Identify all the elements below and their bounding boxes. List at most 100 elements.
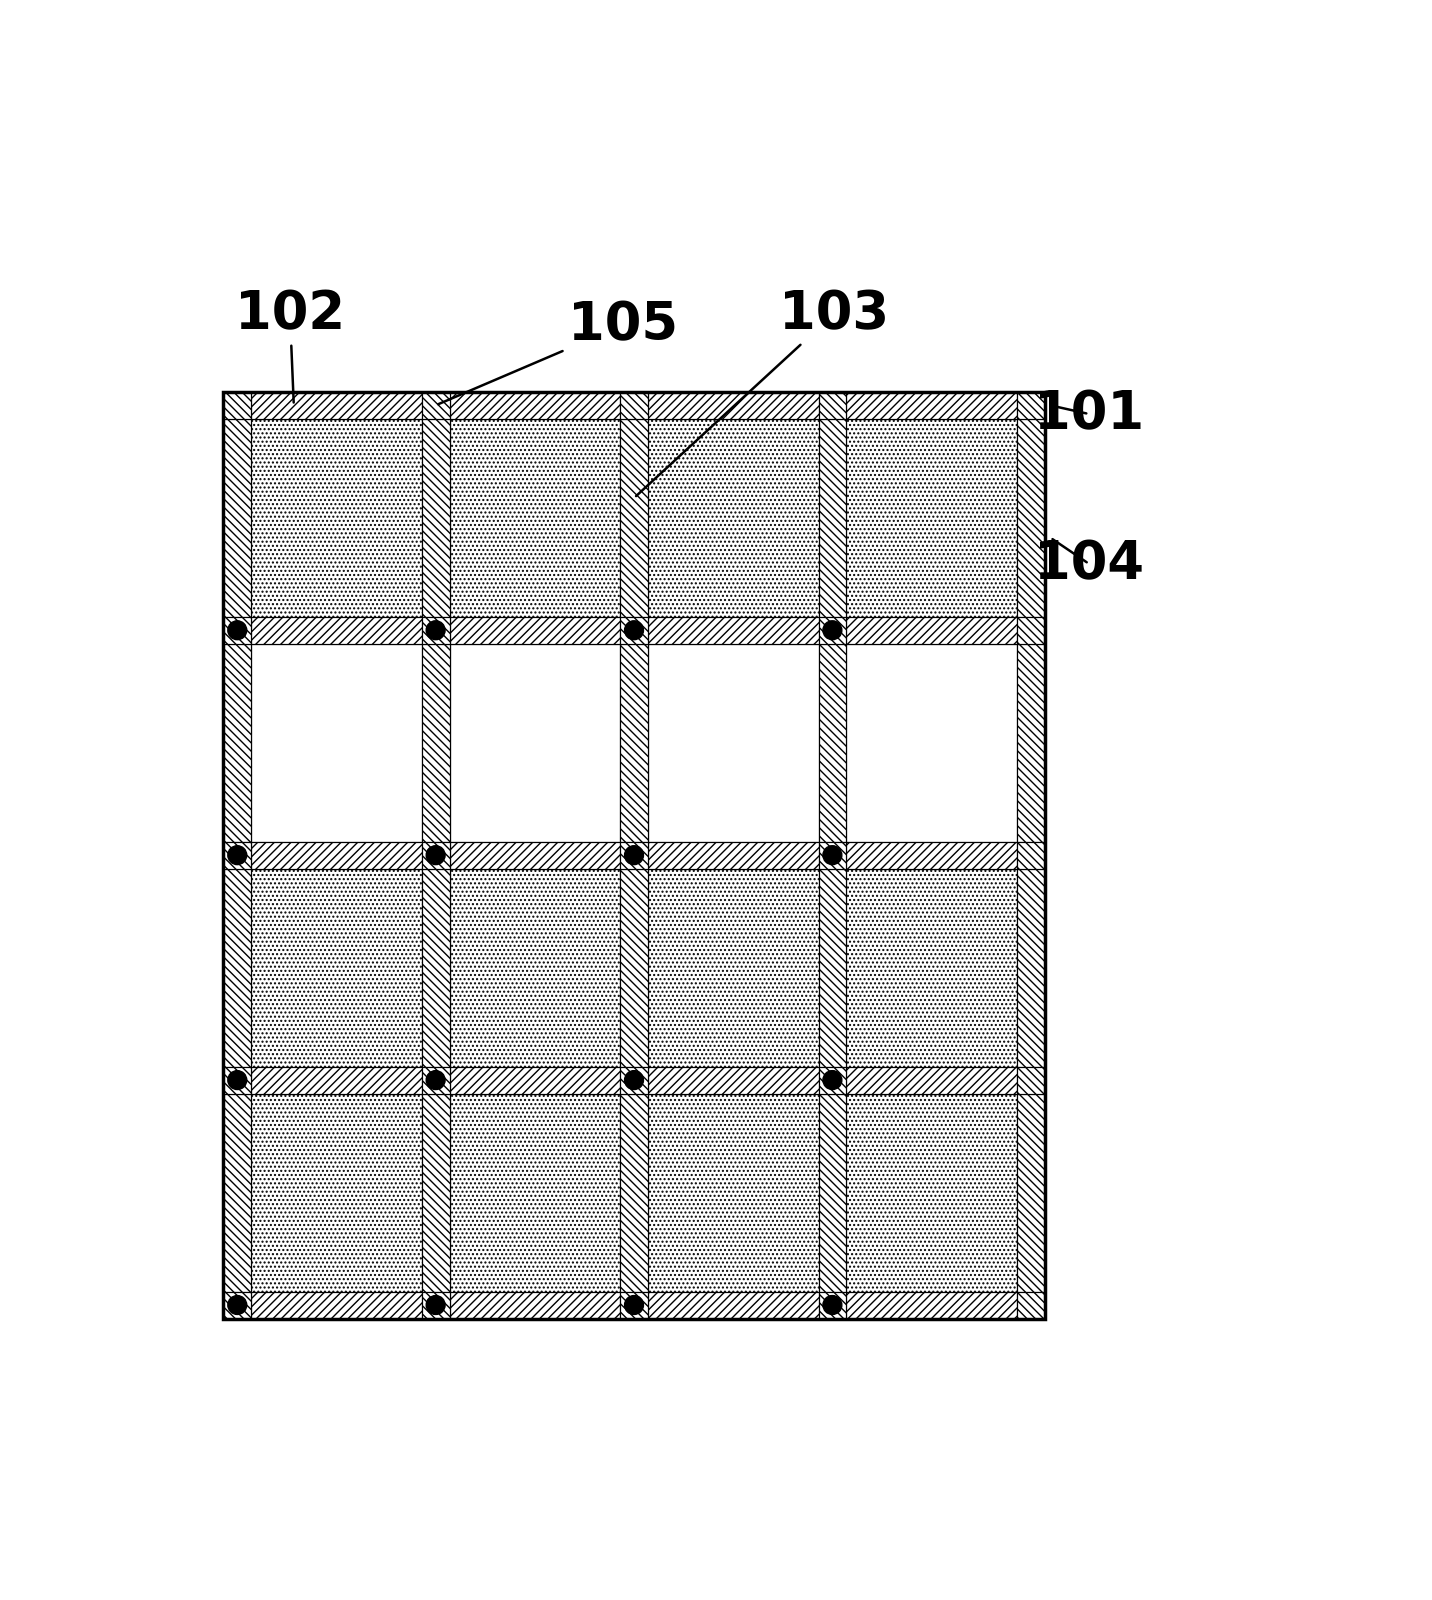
- Bar: [647, 1067, 819, 1093]
- Bar: [647, 392, 819, 419]
- Bar: [251, 869, 422, 1067]
- Bar: [647, 419, 819, 616]
- Text: 104: 104: [1034, 538, 1144, 590]
- Bar: [422, 419, 450, 616]
- Bar: [819, 1291, 846, 1318]
- Bar: [223, 643, 251, 842]
- Circle shape: [823, 1070, 842, 1090]
- Bar: [251, 419, 422, 616]
- Bar: [223, 869, 251, 1067]
- Circle shape: [228, 1296, 246, 1315]
- Circle shape: [228, 846, 246, 864]
- Bar: [819, 869, 846, 1067]
- Text: 101: 101: [1034, 389, 1144, 440]
- Bar: [647, 643, 819, 842]
- Bar: [620, 1093, 647, 1291]
- Circle shape: [427, 846, 445, 864]
- Bar: [846, 1093, 1017, 1291]
- Bar: [422, 616, 450, 643]
- Bar: [223, 419, 251, 616]
- Circle shape: [228, 621, 246, 640]
- Bar: [450, 616, 620, 643]
- Bar: [620, 1067, 647, 1093]
- Bar: [251, 616, 422, 643]
- Bar: [819, 1067, 846, 1093]
- Bar: [450, 1291, 620, 1318]
- Bar: [1017, 842, 1045, 869]
- Bar: [1017, 1067, 1045, 1093]
- Bar: [422, 392, 450, 419]
- Bar: [846, 1067, 1017, 1093]
- Bar: [620, 1291, 647, 1318]
- Bar: [223, 392, 1045, 1318]
- Bar: [846, 1291, 1017, 1318]
- Circle shape: [427, 621, 445, 640]
- Circle shape: [427, 1070, 445, 1090]
- Bar: [422, 1093, 450, 1291]
- Bar: [620, 392, 647, 419]
- Bar: [819, 1093, 846, 1291]
- Bar: [819, 643, 846, 842]
- Bar: [223, 1093, 251, 1291]
- Bar: [647, 1093, 819, 1291]
- Circle shape: [823, 621, 842, 640]
- Bar: [422, 869, 450, 1067]
- Bar: [422, 842, 450, 869]
- Bar: [647, 616, 819, 643]
- Bar: [223, 842, 251, 869]
- Text: 103: 103: [636, 288, 889, 496]
- Bar: [251, 1093, 422, 1291]
- Bar: [819, 419, 846, 616]
- Bar: [223, 392, 1045, 1318]
- Bar: [846, 869, 1017, 1067]
- Bar: [620, 842, 647, 869]
- Bar: [422, 1291, 450, 1318]
- Circle shape: [624, 1070, 643, 1090]
- Bar: [846, 643, 1017, 842]
- Bar: [1017, 643, 1045, 842]
- Bar: [1017, 392, 1045, 419]
- Bar: [1017, 419, 1045, 616]
- Bar: [819, 842, 846, 869]
- Bar: [620, 419, 647, 616]
- Bar: [846, 392, 1017, 419]
- Bar: [251, 643, 422, 842]
- Bar: [647, 842, 819, 869]
- Bar: [223, 1291, 251, 1318]
- Bar: [450, 419, 620, 616]
- Bar: [223, 616, 251, 643]
- Circle shape: [427, 1296, 445, 1315]
- Bar: [450, 842, 620, 869]
- Circle shape: [624, 621, 643, 640]
- Bar: [620, 616, 647, 643]
- Circle shape: [228, 1070, 246, 1090]
- Bar: [251, 1067, 422, 1093]
- Bar: [251, 1291, 422, 1318]
- Circle shape: [823, 846, 842, 864]
- Bar: [251, 842, 422, 869]
- Bar: [620, 869, 647, 1067]
- Bar: [422, 1067, 450, 1093]
- Bar: [1017, 616, 1045, 643]
- Bar: [450, 1093, 620, 1291]
- Bar: [819, 392, 846, 419]
- Circle shape: [624, 1296, 643, 1315]
- Text: 102: 102: [235, 288, 345, 403]
- Bar: [450, 869, 620, 1067]
- Bar: [846, 419, 1017, 616]
- Bar: [450, 1067, 620, 1093]
- Bar: [450, 643, 620, 842]
- Circle shape: [624, 846, 643, 864]
- Bar: [647, 869, 819, 1067]
- Bar: [846, 616, 1017, 643]
- Bar: [450, 392, 620, 419]
- Circle shape: [823, 1296, 842, 1315]
- Text: 105: 105: [438, 299, 677, 405]
- Bar: [1017, 1093, 1045, 1291]
- Bar: [422, 643, 450, 842]
- Bar: [1017, 1291, 1045, 1318]
- Bar: [819, 616, 846, 643]
- Bar: [846, 842, 1017, 869]
- Bar: [647, 1291, 819, 1318]
- Bar: [223, 1067, 251, 1093]
